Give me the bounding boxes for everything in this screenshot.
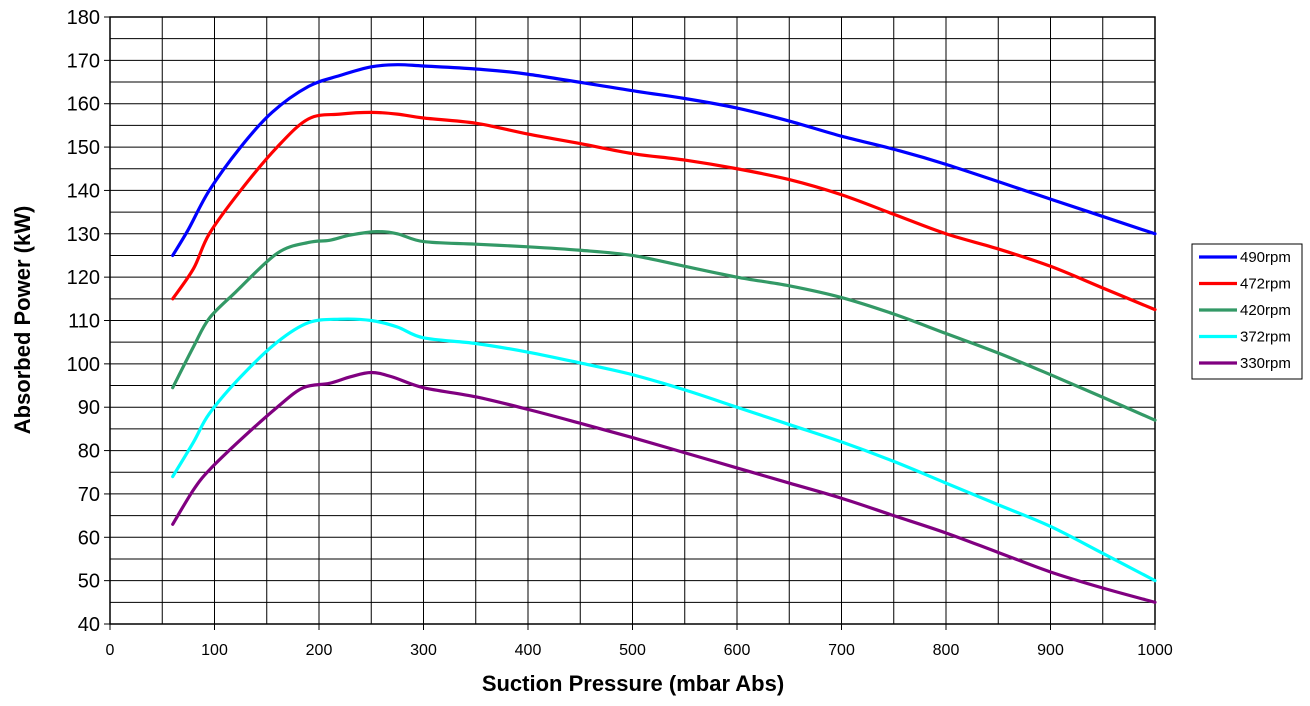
y-tick-label: 130 — [67, 224, 100, 246]
series-line-420rpm — [171, 229, 1157, 422]
x-tick-label: 400 — [515, 642, 542, 659]
legend: 490rpm 472rpm 420rpm 372rpm 330rpm — [1191, 243, 1303, 380]
tick-labels: 40 50 60 70 80 90 100 110 120 130 140 150 160 170 180 0… — [67, 7, 1173, 659]
y-tick-label: 170 — [67, 50, 100, 72]
y-tick-label: 90 — [78, 397, 100, 419]
y-tick-label: 160 — [67, 94, 100, 116]
series-line-472rpm — [171, 110, 1157, 312]
y-axis-title: Absorbed Power (kW) — [10, 206, 35, 435]
x-tick-label: 100 — [201, 642, 228, 659]
y-tick-label: 150 — [67, 137, 100, 159]
legend-label: 330rpm — [1240, 355, 1291, 372]
grid — [110, 17, 1155, 624]
x-tick-label: 700 — [828, 642, 855, 659]
x-tick-label: 900 — [1037, 642, 1064, 659]
series-line-490rpm — [171, 63, 1157, 258]
series-line-372rpm — [171, 317, 1157, 583]
y-tick-label: 110 — [68, 311, 100, 333]
series-line-330rpm — [171, 370, 1157, 604]
x-tick-label: 800 — [933, 642, 960, 659]
x-tick-label: 0 — [106, 642, 115, 659]
y-tick-label: 180 — [67, 7, 100, 29]
y-tick-label: 40 — [78, 614, 100, 636]
legend-label: 490rpm — [1240, 249, 1291, 266]
y-tick-label: 60 — [78, 527, 100, 549]
y-tick-label: 140 — [67, 180, 100, 202]
x-tick-label: 500 — [619, 642, 646, 659]
axes — [104, 16, 1156, 630]
y-tick-label: 120 — [67, 267, 100, 289]
y-tick-label: 50 — [78, 571, 100, 593]
series-group — [171, 63, 1157, 604]
x-tick-label: 1000 — [1137, 642, 1173, 659]
y-tick-label: 70 — [78, 484, 100, 506]
legend-label: 420rpm — [1240, 302, 1291, 319]
legend-label: 472rpm — [1240, 276, 1291, 293]
x-tick-label: 300 — [410, 642, 437, 659]
y-tick-label: 100 — [67, 354, 100, 376]
x-tick-label: 600 — [724, 642, 751, 659]
y-tick-label: 80 — [78, 441, 100, 463]
x-axis-title: Suction Pressure (mbar Abs) — [482, 671, 784, 696]
x-tick-label: 200 — [306, 642, 333, 659]
legend-label: 372rpm — [1240, 329, 1291, 346]
